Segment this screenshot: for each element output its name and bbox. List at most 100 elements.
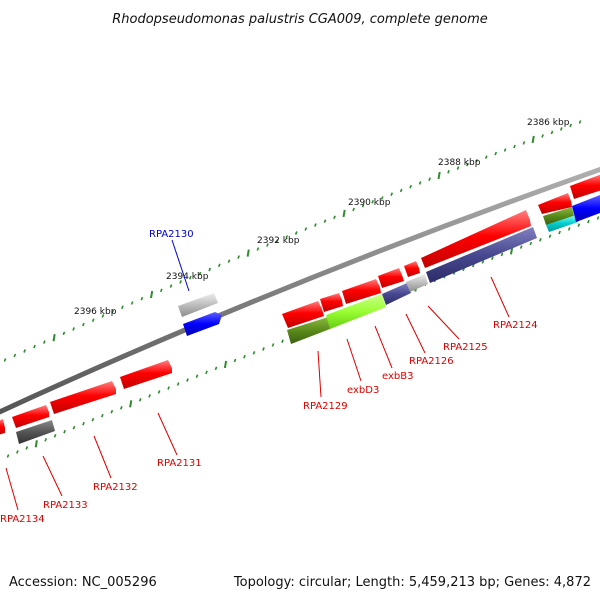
- major-tick: [342, 209, 346, 218]
- minor-tick: [304, 227, 308, 231]
- reverse-strand-genes: [16, 195, 600, 444]
- minor-tick: [138, 398, 142, 402]
- minor-tick: [121, 305, 124, 310]
- minor-tick: [23, 349, 27, 353]
- gene-label-exbb3[interactable]: exbB3: [382, 371, 413, 382]
- minor-tick: [281, 339, 284, 343]
- gene-arrow: [120, 360, 172, 389]
- outer-scale-ticks: [3, 120, 582, 362]
- minor-tick: [63, 429, 66, 434]
- minor-tick: [205, 370, 208, 375]
- minor-tick: [119, 406, 123, 410]
- minor-tick: [285, 235, 289, 239]
- gene-label-rpa2132[interactable]: RPA2132: [93, 482, 138, 493]
- minor-tick: [53, 434, 57, 438]
- map-title: Rhodopseudomonas palustris CGA009, compl…: [112, 12, 488, 27]
- minor-tick: [33, 344, 36, 349]
- minor-tick: [237, 255, 240, 259]
- gene-box: [326, 294, 386, 329]
- gene-arrow: [12, 405, 49, 428]
- minor-tick: [550, 130, 554, 135]
- minor-tick: [494, 151, 498, 156]
- minor-tick: [361, 203, 365, 208]
- genome-backbone: [0, 166, 600, 415]
- minor-tick: [529, 241, 533, 246]
- gene-label-exbd3[interactable]: exbD3: [347, 385, 379, 396]
- gene-box: [546, 215, 578, 232]
- minor-tick: [271, 343, 275, 347]
- minor-tick: [447, 170, 450, 174]
- minor-tick: [179, 280, 182, 284]
- minor-tick: [42, 340, 46, 344]
- minor-tick: [569, 123, 573, 128]
- minor-tick: [491, 256, 494, 260]
- gene-label-leaders: [5, 239, 510, 511]
- gene-label-rpa2124[interactable]: RPA2124: [493, 320, 538, 331]
- minor-tick: [101, 314, 105, 318]
- scale-label-2392: 2392 kbp: [257, 236, 300, 246]
- gene-label-rpa2131[interactable]: RPA2131: [157, 458, 202, 469]
- minor-tick: [578, 120, 582, 124]
- minor-tick: [390, 192, 394, 196]
- scale-label-2388: 2388 kbp: [438, 158, 481, 168]
- minor-tick: [111, 309, 115, 314]
- minor-tick: [243, 354, 246, 359]
- gene-arrow: [572, 195, 600, 222]
- minor-tick: [208, 267, 212, 272]
- leader-line: [490, 276, 510, 318]
- minor-tick: [314, 223, 317, 227]
- gene-label-rpa2125[interactable]: RPA2125: [443, 342, 488, 353]
- major-tick: [246, 249, 250, 257]
- minor-tick: [539, 238, 542, 242]
- minor-tick: [481, 260, 485, 264]
- minor-tick: [275, 239, 279, 243]
- minor-tick: [503, 148, 507, 152]
- gene-arrow: [342, 279, 381, 304]
- minor-tick: [195, 374, 199, 378]
- major-tick: [150, 290, 154, 299]
- gene-arrow: [404, 261, 420, 277]
- minor-tick: [198, 271, 202, 276]
- major-tick: [531, 135, 535, 144]
- minor-tick: [140, 296, 144, 301]
- gene-arrow: [320, 293, 343, 312]
- major-tick: [129, 400, 133, 408]
- minor-tick: [233, 358, 237, 363]
- scale-label-2396: 2396 kbp: [74, 307, 117, 317]
- gene-box: [406, 274, 428, 292]
- minor-tick: [82, 322, 85, 327]
- minor-tick: [567, 227, 571, 231]
- gene-label-rpa2133[interactable]: RPA2133: [43, 500, 88, 511]
- minor-tick: [371, 199, 375, 204]
- accession-text: Accession: NC_005296: [9, 575, 157, 590]
- minor-tick: [82, 421, 85, 426]
- minor-tick: [380, 196, 384, 200]
- minor-tick: [399, 188, 403, 193]
- gene-label-rpa2126[interactable]: RPA2126: [409, 356, 454, 367]
- minor-tick: [188, 275, 192, 280]
- leader-line: [5, 467, 19, 511]
- gene-label-rpa2134[interactable]: RPA2134: [0, 514, 45, 525]
- major-tick: [437, 171, 441, 180]
- minor-tick: [130, 301, 134, 305]
- minor-tick: [13, 353, 17, 358]
- minor-tick: [186, 378, 189, 382]
- minor-tick: [44, 438, 48, 442]
- leader-line: [93, 435, 112, 479]
- gene-label-rpa2130[interactable]: RPA2130: [149, 229, 194, 240]
- minor-tick: [214, 366, 218, 371]
- minor-tick: [559, 127, 563, 131]
- leader-line: [346, 338, 362, 382]
- gene-box: [287, 317, 330, 344]
- minor-tick: [16, 450, 19, 454]
- major-tick: [223, 360, 228, 369]
- gene-arrow: [282, 301, 324, 328]
- major-tick: [52, 334, 56, 342]
- gene-label-rpa2129[interactable]: RPA2129: [303, 401, 348, 412]
- minor-tick: [548, 234, 552, 238]
- gene-box: [178, 293, 218, 317]
- minor-tick: [100, 413, 104, 418]
- minor-tick: [91, 318, 95, 322]
- scale-label-2390: 2390 kbp: [348, 198, 391, 208]
- minor-tick: [157, 390, 161, 394]
